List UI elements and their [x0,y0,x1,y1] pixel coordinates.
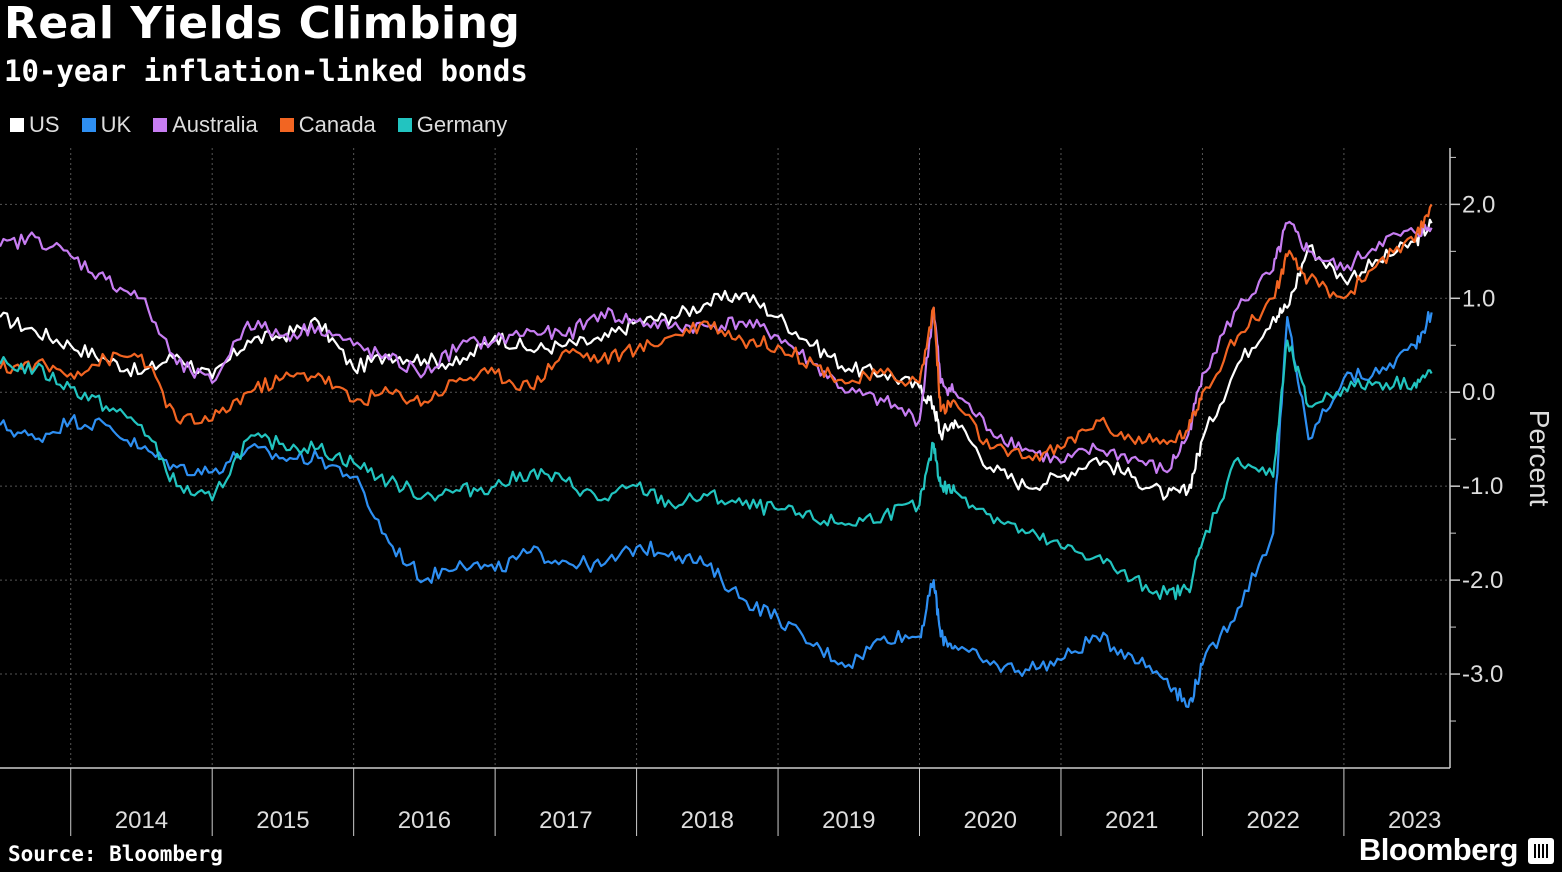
legend-item-us: US [10,112,60,138]
legend-label-australia: Australia [172,112,258,137]
legend-swatch-germany [397,118,412,132]
series-line-canada [0,203,1433,462]
x-tick-label: 2015 [256,807,309,834]
legend-item-germany: Germany [397,112,508,138]
legend-label-germany: Germany [416,112,508,137]
x-tick-label: 2014 [115,807,168,834]
legend-item-uk: UK [81,112,132,138]
legend-swatch-uk [81,118,96,132]
chart-subtitle: 10-year inflation-linked bonds [4,54,528,88]
x-tick-label: 2016 [398,807,451,834]
legend-swatch-canada [279,118,294,132]
y-tick-label: 1.0 [1462,285,1495,312]
y-axis-title: Percent [1524,410,1555,507]
legend-label-canada: Canada [298,112,376,137]
chart-title: Real Yields Climbing [4,0,521,49]
bloomberg-icon [1528,838,1554,864]
series-line-germany [0,339,1433,601]
source-note: Source: Bloomberg [8,842,223,866]
y-tick-label: -1.0 [1462,473,1503,500]
series-line-uk [0,311,1433,708]
legend-item-australia: Australia [153,112,258,138]
brand-logo-text: Bloomberg [1358,832,1519,867]
legend-item-canada: Canada [279,112,376,138]
series-line-australia [0,220,1433,474]
x-tick-label: 2018 [681,807,734,834]
x-tick-label: 2019 [822,807,875,834]
y-tick-label: -3.0 [1462,661,1503,688]
legend-label-uk: UK [100,112,132,137]
x-tick-label: 2021 [1105,807,1158,834]
legend-swatch-us [10,118,24,132]
y-tick-label: 2.0 [1462,191,1495,218]
x-tick-label: 2023 [1388,807,1441,834]
y-tick-label: -2.0 [1462,567,1503,594]
x-tick-label: 2017 [539,807,592,834]
x-tick-label: 2020 [964,807,1017,834]
legend-swatch-australia [153,118,168,132]
y-tick-label: 0.0 [1462,379,1495,406]
series-line-us [0,218,1433,501]
legend: US UK Australia Canada Germany [10,112,529,138]
x-tick-label: 2022 [1246,807,1299,834]
legend-label-us: US [29,112,60,137]
